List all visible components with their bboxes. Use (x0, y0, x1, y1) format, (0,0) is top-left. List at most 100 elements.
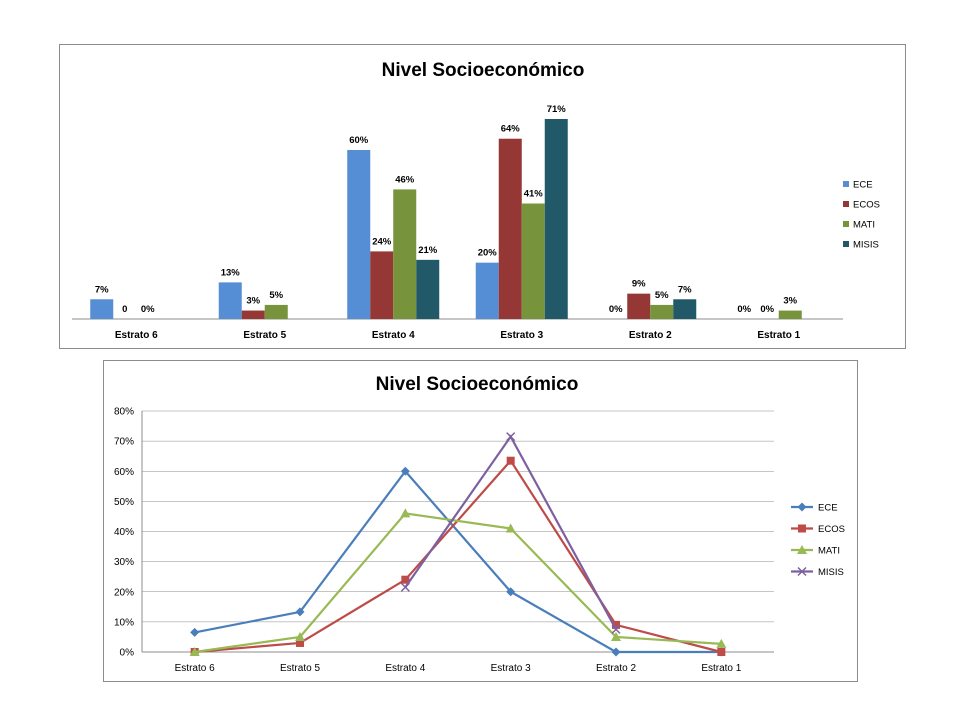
data-label-ece-estrato-2: 0% (609, 304, 623, 315)
legend-label-misis: MISIS (818, 567, 844, 578)
x-tick-label-estrato-3: Estrato 3 (500, 330, 543, 341)
x-tick-label-estrato-5: Estrato 5 (243, 330, 286, 341)
point-misis-estrato-3 (506, 432, 516, 442)
legend-label-ecos: ECOS (853, 200, 880, 211)
point-misis-estrato-4 (400, 582, 410, 592)
point-mati-estrato-5 (295, 631, 305, 641)
line-chart-title: Nivel Socioeconómico (376, 374, 579, 395)
point-mati-estrato-1 (716, 638, 727, 648)
bar-mati-estrato-4 (393, 189, 417, 319)
data-label-ece-estrato-4: 60% (349, 135, 369, 146)
bar-ecos-estrato-5 (241, 310, 265, 319)
data-label-misis-estrato-3: 71% (547, 104, 567, 115)
point-ecos-estrato-1 (717, 648, 726, 656)
bar-ecos-estrato-2 (627, 293, 651, 319)
data-label-ece-estrato-3: 20% (478, 248, 498, 259)
x-tick-label-estrato-1: Estrato 1 (757, 330, 800, 341)
data-label-ece-estrato-6: 7% (95, 284, 109, 295)
legend-label-ece: ECE (818, 503, 838, 514)
y-tick-label-30-: 30% (114, 557, 134, 568)
bar-ece-estrato-3 (475, 262, 499, 319)
point-ecos-estrato-2 (612, 620, 620, 629)
legend-swatch-ece (843, 181, 849, 187)
data-label-ecos-estrato-1: 0% (760, 304, 774, 315)
legend-label-misis: MISIS (853, 240, 879, 251)
y-tick-label-40-: 40% (114, 527, 134, 538)
point-ece-estrato-3 (506, 587, 516, 597)
legend-marker-ecos (798, 524, 806, 533)
bar-ecos-estrato-4 (370, 251, 394, 319)
bar-mati-estrato-5 (264, 304, 288, 319)
point-misis-estrato-2 (611, 624, 621, 634)
bar-misis-estrato-2 (673, 299, 697, 319)
data-label-ecos-estrato-5: 3% (246, 296, 260, 307)
x-tick-label-estrato-2: Estrato 2 (629, 330, 672, 341)
y-tick-label-70-: 70% (114, 437, 134, 448)
bar-ece-estrato-6 (90, 299, 114, 319)
point-ecos-estrato-5 (296, 638, 304, 647)
data-label-mati-estrato-2: 5% (655, 290, 669, 301)
legend-swatch-ecos (843, 201, 849, 207)
point-ece-estrato-6 (190, 627, 200, 637)
bar-misis-estrato-4 (416, 259, 440, 319)
point-ece-estrato-2 (611, 647, 621, 657)
legend-marker-mati (797, 545, 807, 554)
x-tick-label-estrato-1: Estrato 1 (701, 663, 741, 674)
point-ece-estrato-5 (295, 607, 305, 617)
x-tick-label-estrato-5: Estrato 5 (280, 663, 320, 674)
data-label-mati-estrato-1: 3% (783, 296, 797, 307)
point-mati-estrato-2 (611, 631, 621, 641)
x-tick-label-estrato-4: Estrato 4 (385, 663, 425, 674)
bar-ecos-estrato-3 (498, 138, 522, 319)
series-line-ecos (194, 458, 722, 654)
data-label-mati-estrato-5: 5% (269, 290, 283, 301)
x-tick-label-estrato-3: Estrato 3 (491, 663, 531, 674)
y-tick-label-0-: 0% (120, 648, 135, 659)
data-label-ecos-estrato-4: 24% (372, 236, 392, 247)
bar-misis-estrato-3 (544, 119, 568, 319)
y-tick-label-80-: 80% (114, 407, 134, 418)
legend-label-mati: MATI (853, 220, 875, 231)
line-chart: Nivel Socioeconómico 0% 10% 20% 30% 40% 50% 60… (114, 374, 845, 674)
bar-chart-panel: Nivel Socioeconómico Estrato 6 7% 0 0% Estra… (59, 44, 906, 349)
y-tick-label-50-: 50% (114, 497, 134, 508)
data-label-ece-estrato-1: 0% (737, 304, 751, 315)
line-chart-panel: Nivel Socioeconómico 0% 10% 20% 30% 40% 50% 60… (103, 360, 858, 682)
bar-chart: Nivel Socioeconómico Estrato 6 7% 0 0% Estra… (72, 60, 880, 341)
point-ecos-estrato-3 (506, 456, 515, 465)
data-label-ece-estrato-5: 13% (221, 267, 241, 278)
x-tick-label-estrato-2: Estrato 2 (596, 663, 636, 674)
x-tick-label-estrato-6: Estrato 6 (175, 663, 215, 674)
legend-swatch-mati (843, 221, 849, 227)
y-tick-label-10-: 10% (114, 617, 134, 628)
data-label-mati-estrato-3: 41% (524, 189, 544, 200)
point-mati-estrato-3 (505, 523, 516, 533)
data-label-misis-estrato-4: 21% (418, 245, 438, 256)
legend-label-ece: ECE (853, 180, 873, 191)
legend-label-ecos: ECOS (818, 524, 845, 535)
legend-marker-misis (797, 566, 807, 577)
bar-ece-estrato-4 (347, 149, 371, 319)
legend-label-mati: MATI (818, 546, 840, 557)
data-label-ecos-estrato-2: 9% (632, 279, 646, 290)
series-line-ece (194, 469, 722, 654)
bar-mati-estrato-1 (778, 310, 802, 319)
data-label-mati-estrato-4: 46% (395, 174, 415, 185)
bar-mati-estrato-2 (650, 304, 674, 319)
point-mati-estrato-4 (400, 508, 411, 518)
data-label-mati-estrato-6: 0% (141, 304, 155, 315)
bar-ece-estrato-5 (218, 282, 242, 319)
point-ece-estrato-4 (400, 466, 410, 476)
y-tick-label-20-: 20% (114, 587, 134, 598)
data-label-ecos-estrato-3: 64% (501, 124, 521, 135)
bar-mati-estrato-3 (521, 203, 545, 319)
point-ecos-estrato-4 (401, 575, 410, 584)
point-mati-estrato-6 (189, 647, 200, 656)
bar-chart-title: Nivel Socioeconómico (382, 60, 585, 81)
series-line-misis (404, 434, 617, 630)
series-line-mati (194, 512, 722, 654)
x-tick-label-estrato-4: Estrato 4 (372, 330, 415, 341)
y-tick-label-60-: 60% (114, 467, 134, 478)
data-label-ecos-estrato-6: 0 (122, 304, 127, 315)
legend-swatch-misis (843, 241, 849, 247)
